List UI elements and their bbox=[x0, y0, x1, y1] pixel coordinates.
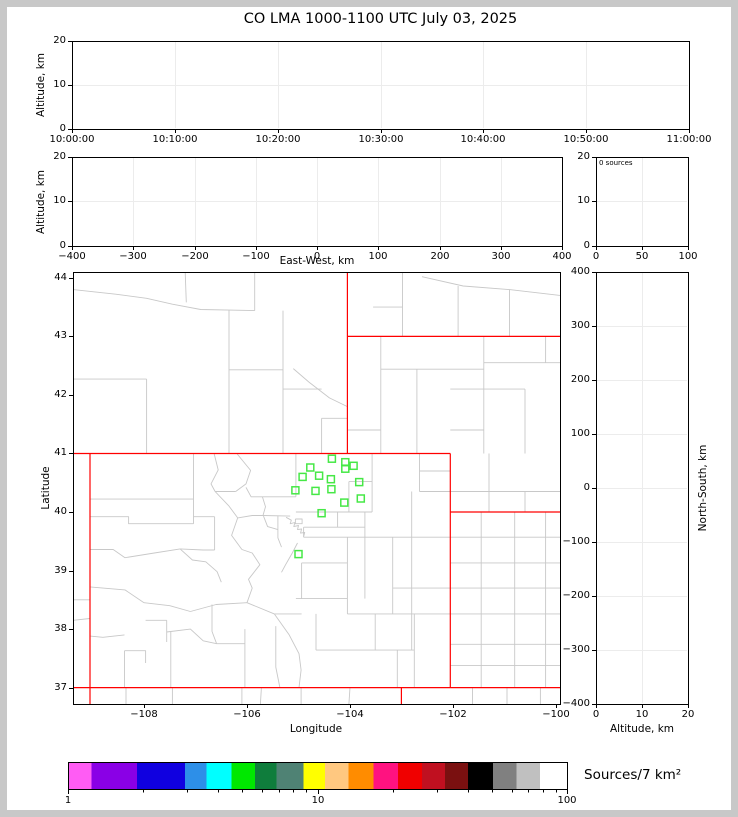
east-west-tick-label: −200 bbox=[181, 251, 209, 262]
time-tick-label: 10:10:00 bbox=[152, 134, 198, 145]
latitude-tick-label: 37 bbox=[54, 682, 67, 693]
north-south-tick-label: −100 bbox=[562, 536, 590, 547]
east-west-tick-label: −100 bbox=[242, 251, 270, 262]
axis-label-longitude: Longitude bbox=[289, 723, 343, 735]
north-south-tick-label: 0 bbox=[583, 482, 590, 493]
east-west-tick-label: 0 bbox=[313, 251, 321, 262]
longitude-tick-label: −106 bbox=[233, 709, 261, 720]
altitude-tick-label: 20 bbox=[53, 151, 66, 162]
east-west-tick-label: 200 bbox=[430, 251, 450, 262]
east-west-tick-label: 100 bbox=[368, 251, 388, 262]
longitude-tick-label: −108 bbox=[130, 709, 158, 720]
east-west-tick-label: 300 bbox=[491, 251, 511, 262]
histogram-count-tick-label: 0 bbox=[592, 251, 600, 262]
latitude-tick-label: 43 bbox=[54, 330, 67, 341]
time-tick-label: 10:40:00 bbox=[460, 134, 506, 145]
time-tick-label: 10:20:00 bbox=[255, 134, 301, 145]
axis-label-altitude-ns-panel: Altitude, km bbox=[609, 723, 675, 735]
east-west-tick-label: 400 bbox=[552, 251, 572, 262]
altitude-tick-label: 20 bbox=[681, 709, 695, 720]
latitude-tick-label: 42 bbox=[54, 389, 67, 400]
latitude-tick-label: 40 bbox=[54, 506, 67, 517]
north-south-tick-label: 300 bbox=[570, 320, 590, 331]
north-south-tick-label: 200 bbox=[570, 374, 590, 385]
colorbar-tick-label: 100 bbox=[557, 795, 577, 806]
north-south-tick-label: 100 bbox=[570, 428, 590, 439]
north-south-tick-label: −400 bbox=[562, 698, 590, 709]
figure-background bbox=[7, 7, 731, 810]
altitude-tick-label: 0 bbox=[592, 709, 600, 720]
altitude-tick-label: 10 bbox=[577, 195, 590, 206]
colorbar-tick-label: 1 bbox=[64, 795, 72, 806]
altitude-tick-label: 20 bbox=[577, 151, 590, 162]
time-tick-label: 10:50:00 bbox=[563, 134, 609, 145]
north-south-tick-label: 400 bbox=[570, 266, 590, 277]
time-tick-label: 10:00:00 bbox=[49, 134, 95, 145]
altitude-tick-label: 10 bbox=[635, 709, 649, 720]
altitude-tick-label: 10 bbox=[53, 79, 66, 90]
source-count-annotation: 0 sources bbox=[599, 159, 633, 167]
longitude-tick-label: −102 bbox=[439, 709, 467, 720]
altitude-tick-label: 0 bbox=[59, 123, 66, 134]
longitude-tick-label: −100 bbox=[542, 709, 570, 720]
latitude-tick-label: 38 bbox=[54, 623, 67, 634]
time-tick-label: 11:00:00 bbox=[666, 134, 712, 145]
histogram-count-tick-label: 100 bbox=[678, 251, 698, 262]
colorbar-label: Sources/7 km² bbox=[584, 767, 682, 783]
time-tick-label: 10:30:00 bbox=[358, 134, 404, 145]
figure-title: CO LMA 1000-1100 UTC July 03, 2025 bbox=[243, 11, 518, 27]
latitude-tick-label: 39 bbox=[54, 565, 67, 576]
colorbar-tick-label: 10 bbox=[311, 795, 325, 806]
axis-label-latitude: Latitude bbox=[40, 466, 52, 510]
altitude-tick-label: 10 bbox=[53, 195, 66, 206]
east-west-tick-label: −400 bbox=[58, 251, 86, 262]
north-south-tick-label: −200 bbox=[562, 590, 590, 601]
axis-label-north-south: North-South, km bbox=[697, 444, 709, 532]
histogram-count-tick-label: 50 bbox=[635, 251, 649, 262]
longitude-tick-label: −104 bbox=[336, 709, 364, 720]
altitude-tick-label: 0 bbox=[59, 240, 66, 251]
axis-label-east-west: East-West, km bbox=[279, 255, 355, 267]
latitude-tick-label: 44 bbox=[54, 272, 67, 283]
altitude-tick-label: 20 bbox=[53, 35, 66, 46]
altitude-tick-label: 0 bbox=[583, 240, 590, 251]
east-west-tick-label: −300 bbox=[119, 251, 147, 262]
north-south-tick-label: −300 bbox=[562, 644, 590, 655]
latitude-tick-label: 41 bbox=[54, 447, 67, 458]
